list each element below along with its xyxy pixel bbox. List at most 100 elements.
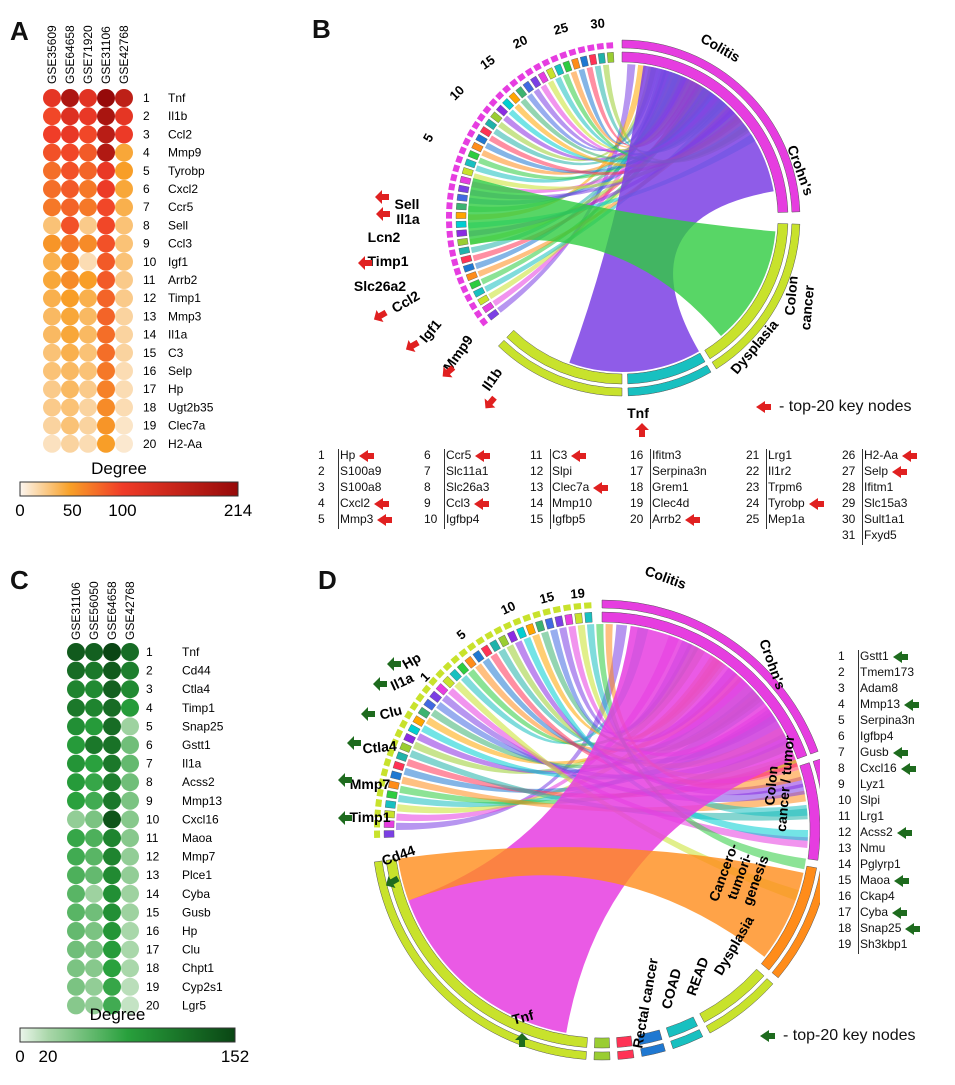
heat-cell (79, 307, 97, 326)
heatmap-a: GSE35609 GSE64658 GSE71920 GSE31106 GSE42768… (0, 0, 300, 530)
heat-cell (97, 198, 115, 217)
gene-arc (455, 220, 467, 228)
heat-cell (103, 791, 121, 810)
heat-cell (43, 271, 61, 289)
heat-cell (61, 398, 79, 417)
heat-cell (115, 161, 133, 180)
gene-outer-arc (386, 748, 395, 757)
heat-cell (61, 271, 79, 289)
side-chord-ribbon (398, 847, 804, 957)
list-item-gene: Ckap4 (860, 889, 895, 903)
chord-b: 5 10 15 20 25 30 Colitis Crohn's Colon cancer Dysp… (300, 0, 955, 440)
gene-outer-arc (452, 164, 461, 173)
gene-arc (455, 211, 467, 219)
gene-arc (545, 67, 557, 80)
category-label: READ (683, 955, 712, 998)
gene-arc (477, 294, 490, 306)
list-item-number: 1 (838, 649, 845, 663)
gene-outer-arc (376, 788, 384, 797)
gene-label: Cyba (182, 887, 210, 901)
gene-label: Ugt2b35 (168, 400, 214, 414)
heat-cell (67, 810, 85, 829)
gene-arc (442, 675, 455, 689)
heat-cell (97, 362, 115, 380)
node-index-label: 5 (454, 626, 469, 642)
list-item-number: 9 (838, 777, 845, 791)
legend-tick: 214 (224, 501, 252, 520)
rank-number: 17 (143, 382, 157, 396)
gene-arc (479, 126, 493, 138)
gene-label: Timp1 (168, 291, 201, 305)
heat-cell (103, 996, 121, 1015)
gene-outer-arc (466, 642, 477, 652)
heat-cell (85, 884, 103, 903)
gene-outer-arc (446, 230, 454, 238)
gene-outer-arc (383, 758, 392, 767)
arrow-shape (375, 190, 389, 204)
gene-outer-arc (468, 301, 478, 311)
key-gene-label: Slc26a2 (354, 278, 406, 294)
gene-arc (544, 617, 555, 630)
heat-cell (103, 717, 121, 736)
gene-arc (384, 810, 396, 819)
heat-cell (103, 829, 121, 847)
heat-cell (121, 940, 139, 959)
rank-number: 19 (143, 419, 157, 433)
key-gene-label: Timp1 (368, 253, 409, 269)
heat-cell (103, 977, 121, 996)
arrow-shape (387, 657, 401, 671)
gene-outer-arc (374, 809, 381, 818)
green-arrow-icon (892, 906, 908, 919)
heat-cell (67, 903, 85, 922)
list-item-gene: Adam8 (860, 681, 899, 695)
gene-outer-arc (479, 317, 489, 327)
red-arrow-icon (474, 497, 490, 510)
gene-arc (564, 613, 574, 626)
category-outer-arc (640, 1043, 666, 1057)
list-divider (766, 449, 767, 529)
red-arrow-icon (377, 513, 393, 526)
gene-arc (574, 612, 583, 624)
list-item-number: 3 (318, 480, 325, 494)
heat-cell (97, 180, 115, 198)
list-divider (650, 449, 651, 529)
chord-ribbon (498, 648, 756, 753)
gene-outer-arc (471, 120, 481, 130)
heat-cell (79, 343, 97, 362)
gene-outer-arc (482, 105, 492, 115)
gene-outer-arc (450, 173, 458, 182)
heat-cell (67, 829, 85, 847)
heat-cell (79, 198, 97, 217)
key-gene-label: Il1a (396, 211, 420, 227)
heat-cell (115, 289, 133, 308)
panel-label-d: D (318, 565, 337, 595)
node-index-label: 10 (446, 82, 467, 103)
category-outer-arc (705, 978, 774, 1034)
rank-number: 16 (146, 924, 160, 938)
heatmap-a-svg: GSE35609 GSE64658 GSE71920 GSE31106 GSE42768… (15, 25, 252, 520)
red-arrow-icon (892, 465, 908, 478)
list-item-gene: Lrg1 (860, 809, 885, 823)
heat-cell (67, 754, 85, 773)
heat-cell (61, 416, 79, 435)
heat-cell (85, 959, 103, 978)
gene-label: C3 (168, 346, 184, 360)
legend-d: - top-20 key nodes (756, 1027, 916, 1045)
heat-cell (115, 380, 133, 399)
gene-outer-arc (583, 602, 592, 609)
rank-number: 6 (143, 182, 150, 196)
list-item-number: 14 (838, 857, 852, 871)
gene-outer-arc (428, 676, 438, 687)
gene-arc (458, 246, 471, 256)
gene-outer-arc (458, 146, 467, 155)
gene-outer-arc (466, 129, 476, 138)
heat-cell (115, 198, 133, 217)
list-item-number: 3 (838, 681, 845, 695)
arrow-shape (361, 707, 375, 721)
red-arrow-icon (359, 449, 375, 462)
heat-cell (67, 866, 85, 885)
dataset-label: GSE64658 (63, 25, 77, 84)
list-divider (858, 650, 859, 954)
rank-number: 18 (146, 961, 160, 975)
